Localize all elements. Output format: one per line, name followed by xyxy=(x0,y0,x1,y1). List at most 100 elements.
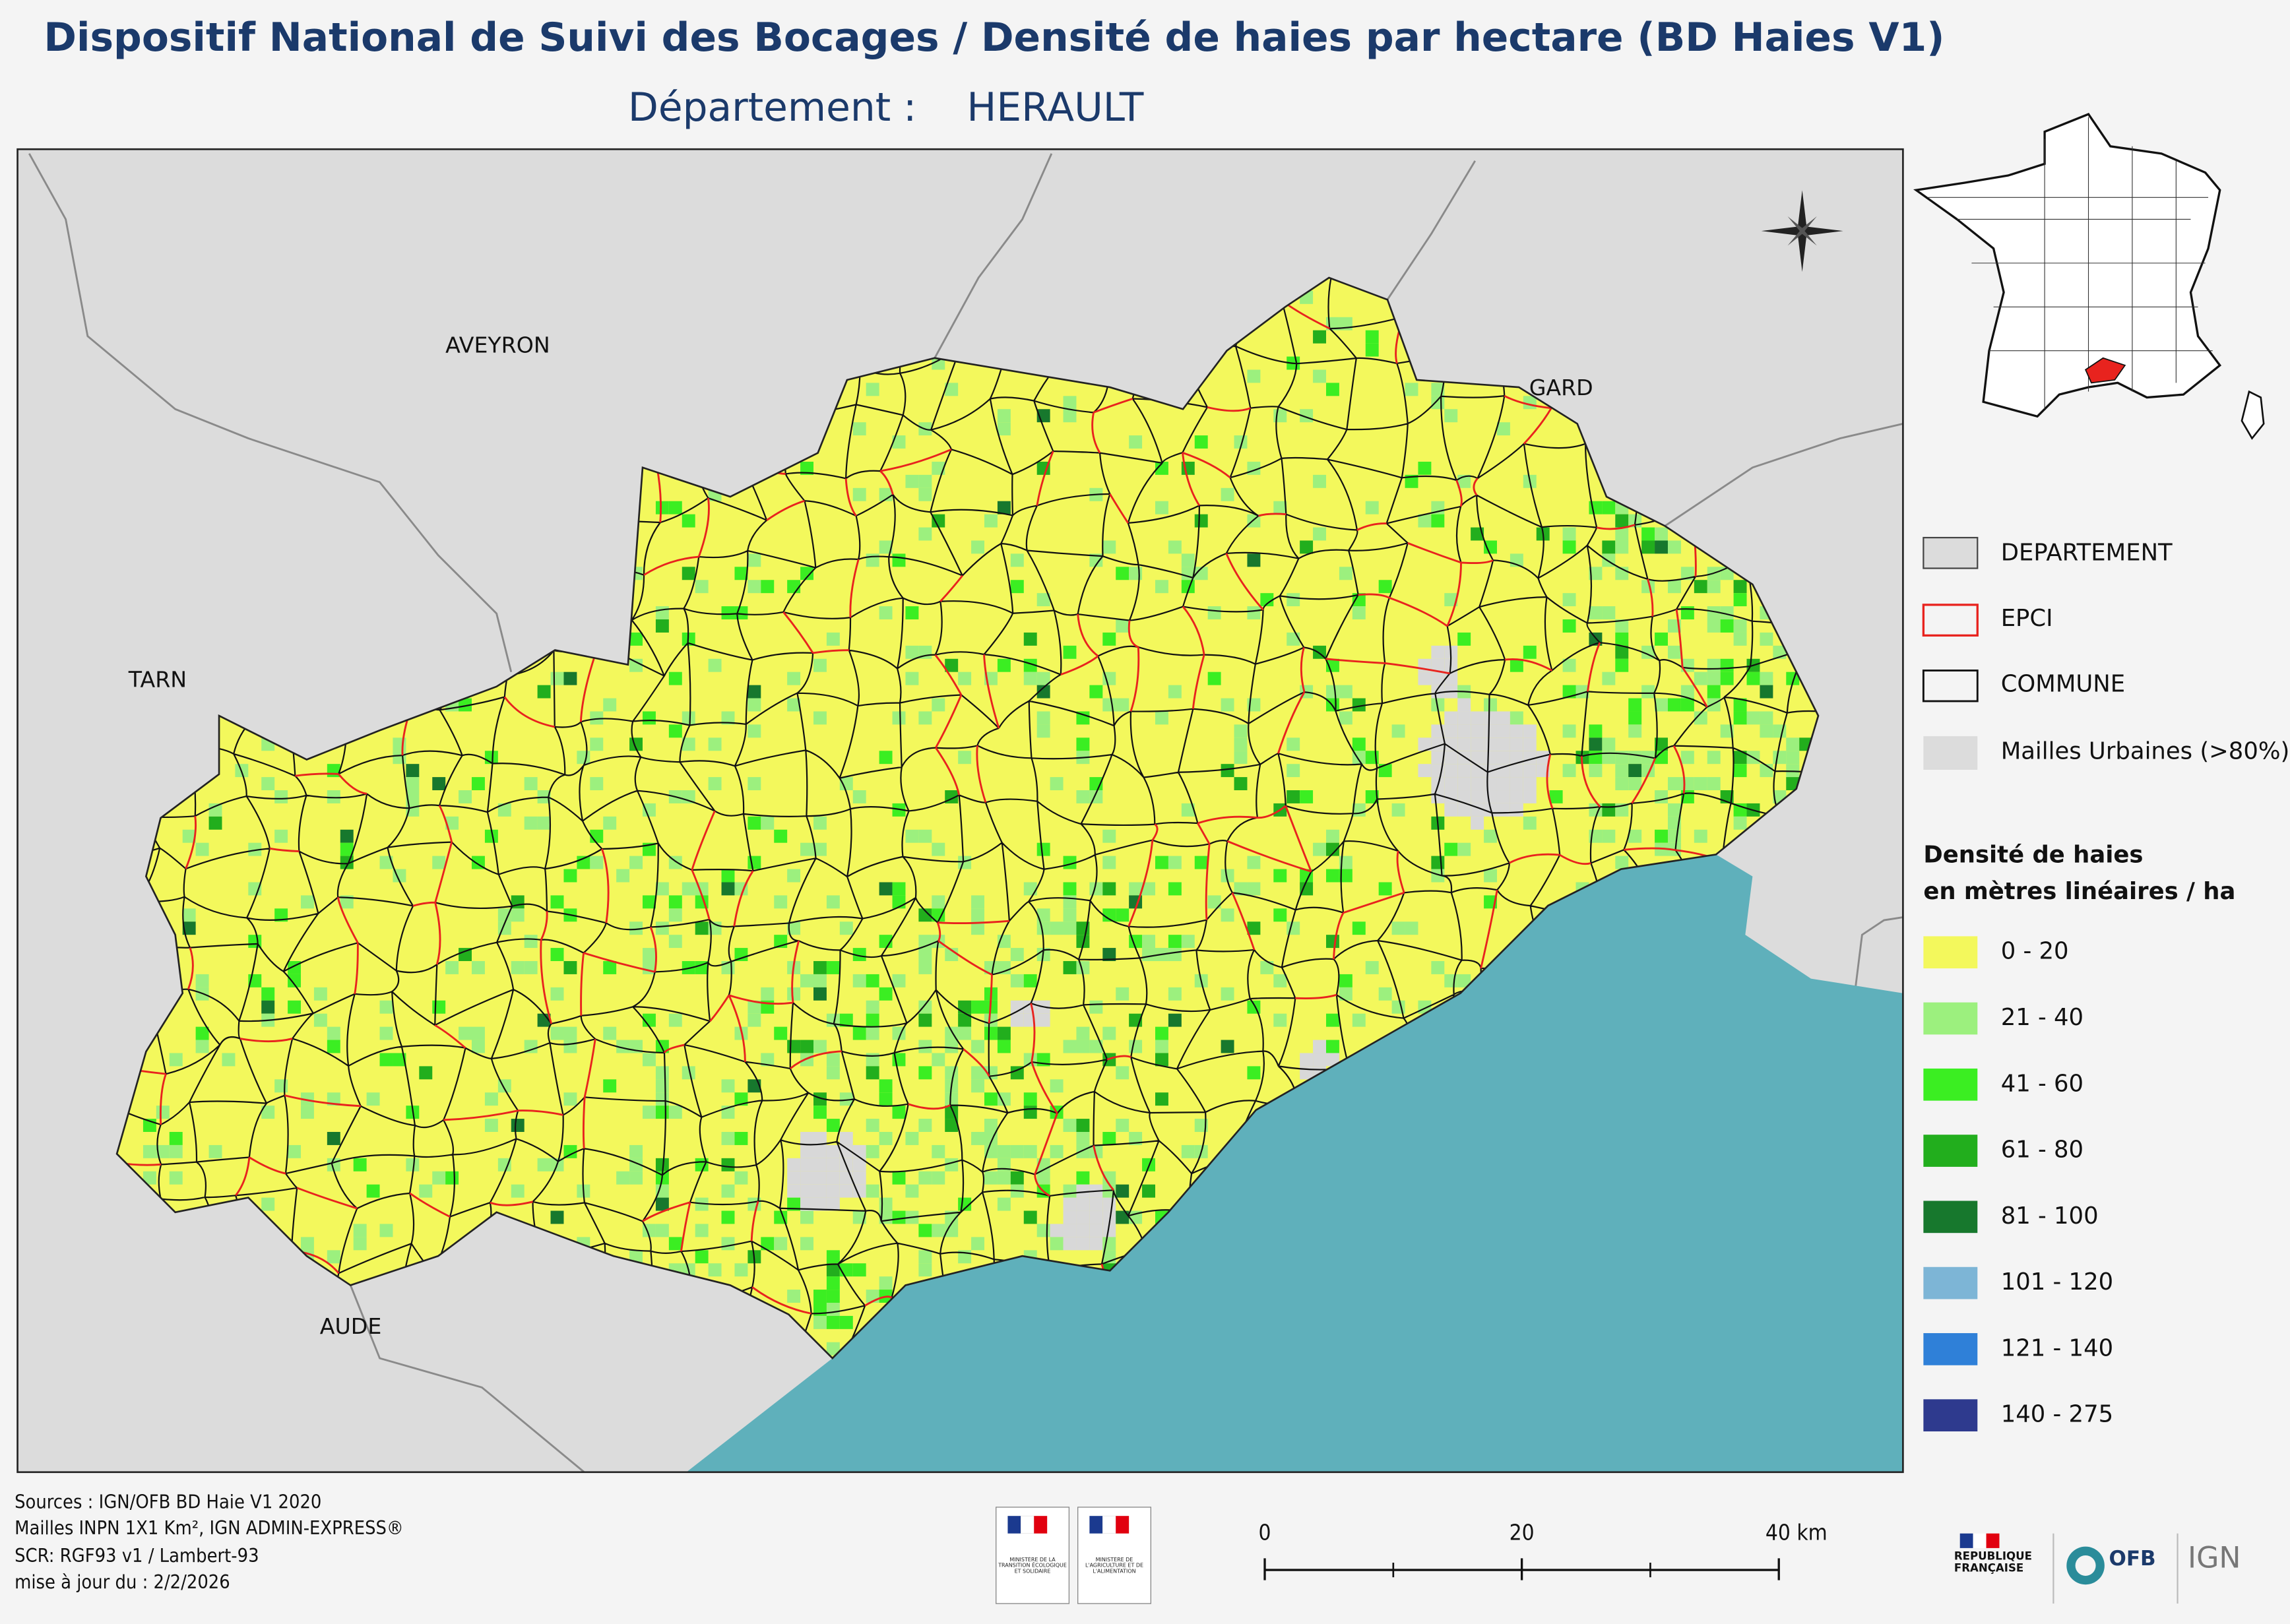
grid-cell xyxy=(984,1092,998,1106)
grid-cell xyxy=(1733,816,1747,830)
grid-cell xyxy=(1602,501,1616,515)
grid-cell xyxy=(839,777,853,791)
grid-cell xyxy=(1010,1013,1024,1027)
grid-cell xyxy=(1325,1053,1339,1067)
grid-cell xyxy=(393,1053,406,1067)
grid-cell xyxy=(747,580,761,594)
grid-cell xyxy=(1523,645,1537,659)
grid-cell xyxy=(1023,882,1037,896)
grid-cell xyxy=(1194,435,1208,449)
grid-cell xyxy=(826,1263,840,1277)
grid-cell xyxy=(1234,737,1248,751)
grid-cell xyxy=(524,935,538,949)
grid-cell xyxy=(1418,671,1432,685)
grid-cell xyxy=(905,606,919,620)
grid-cell xyxy=(327,1092,340,1106)
grid-cell xyxy=(958,1000,972,1014)
grid-cell xyxy=(603,698,617,712)
grid-cell xyxy=(1707,777,1721,791)
grid-cell xyxy=(1496,422,1510,436)
grid-cell xyxy=(1234,751,1248,765)
grid-cell xyxy=(511,1184,525,1198)
grid-cell xyxy=(1602,606,1616,620)
grid-cell xyxy=(195,1026,209,1040)
grid-cell xyxy=(327,1250,340,1264)
grid-cell xyxy=(1063,1237,1077,1251)
grid-cell xyxy=(1562,593,1576,607)
grid-cell xyxy=(918,1000,932,1014)
grid-cell xyxy=(800,842,814,856)
grid-cell xyxy=(839,1184,853,1198)
grid-cell xyxy=(1010,1144,1024,1158)
grid-cell xyxy=(708,777,722,791)
grid-cell xyxy=(971,895,984,909)
grid-cell xyxy=(1076,1171,1090,1185)
grid-cell xyxy=(787,1197,801,1211)
grid-cell xyxy=(800,1040,814,1053)
grid-cell xyxy=(932,895,945,909)
grid-cell xyxy=(643,1106,656,1119)
grid-cell xyxy=(1339,856,1352,869)
grid-cell xyxy=(852,422,866,436)
grid-cell xyxy=(800,1171,814,1185)
grid-cell xyxy=(1036,593,1050,607)
legend-label: COMMUNE xyxy=(2001,671,2125,698)
grid-cell xyxy=(1076,790,1090,803)
grid-cell xyxy=(1023,632,1037,646)
grid-cell xyxy=(1760,711,1773,725)
grid-cell xyxy=(169,1053,183,1067)
grid-cell xyxy=(879,1079,893,1093)
grid-cell xyxy=(1733,698,1747,712)
grid-cell xyxy=(643,1013,656,1027)
grid-cell xyxy=(1444,409,1458,423)
grid-cell xyxy=(708,658,722,672)
grid-cell xyxy=(1431,685,1445,699)
grid-cell xyxy=(524,816,538,830)
grid-cell xyxy=(1352,593,1366,607)
grid-cell xyxy=(1562,724,1576,738)
grid-cell xyxy=(879,882,893,896)
grid-cell xyxy=(747,816,761,830)
grid-cell xyxy=(1129,1132,1143,1145)
grid-cell xyxy=(182,921,196,935)
grid-cell xyxy=(1431,645,1445,659)
grid-cell xyxy=(1023,1092,1037,1106)
grid-cell xyxy=(1667,698,1681,712)
grid-cell xyxy=(866,1013,879,1027)
grid-cell xyxy=(1365,501,1379,515)
grid-cell xyxy=(1667,580,1681,594)
grid-cell xyxy=(813,1197,827,1211)
grid-cell xyxy=(1471,790,1484,803)
grid-cells xyxy=(143,290,1813,1356)
grid-cell xyxy=(511,961,525,974)
grid-cell xyxy=(958,751,972,765)
grid-cell xyxy=(1207,606,1221,620)
legend-swatch xyxy=(1923,736,1978,770)
grid-cell xyxy=(1733,593,1747,607)
grid-cell xyxy=(879,987,893,1001)
grid-cell xyxy=(800,1144,814,1158)
grid-cell xyxy=(1484,698,1497,712)
grid-cell xyxy=(340,842,354,856)
grid-cell xyxy=(1063,1210,1077,1224)
grid-cell xyxy=(1471,711,1484,725)
grid-cell xyxy=(826,1066,840,1080)
grid-cell xyxy=(1102,540,1116,554)
grid-cell xyxy=(1063,1184,1077,1198)
grid-cell xyxy=(1615,540,1629,554)
legend-swatch xyxy=(1923,1135,1978,1167)
grid-cell xyxy=(1352,698,1366,712)
grid-cell xyxy=(655,1106,669,1119)
grid-cell xyxy=(1496,711,1510,725)
grid-cell xyxy=(1484,790,1497,803)
grid-cell xyxy=(1050,921,1064,935)
grid-cell xyxy=(1036,921,1050,935)
grid-cell xyxy=(932,461,945,475)
grid-cell xyxy=(1720,671,1734,685)
grid-cell xyxy=(997,501,1011,515)
grid-cell xyxy=(918,829,932,843)
grid-cell xyxy=(406,777,420,791)
grid-cell xyxy=(826,1119,840,1133)
grid-cell xyxy=(1076,711,1090,725)
sea xyxy=(686,854,1903,1472)
